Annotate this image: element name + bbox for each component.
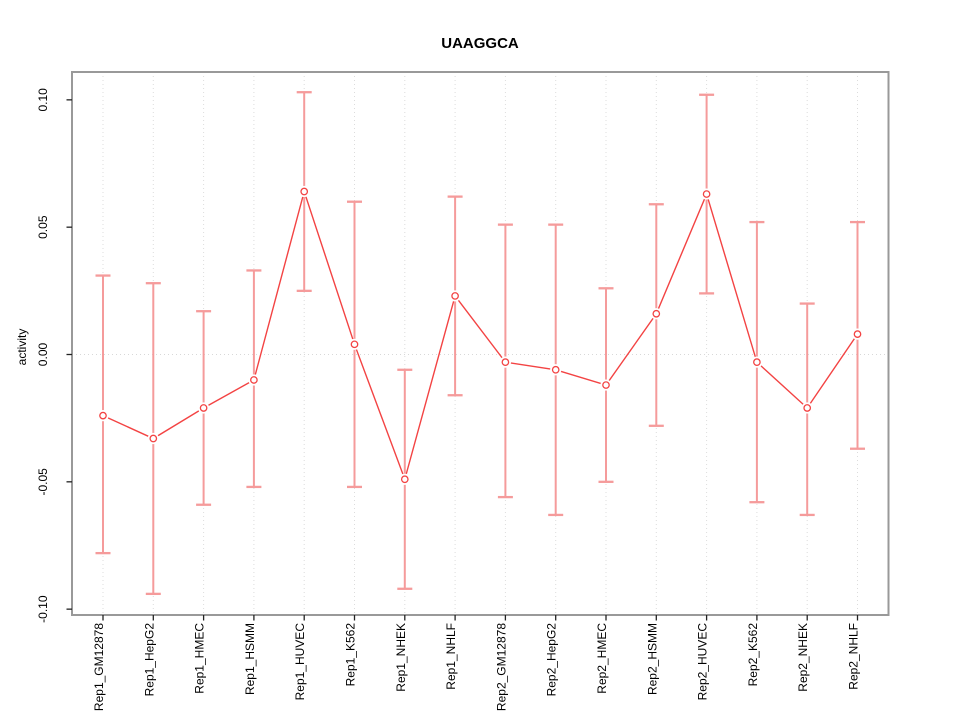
gridlines (72, 72, 889, 615)
x-tick-label: Rep2_NHEK (796, 623, 810, 692)
y-tick-label: -0.10 (36, 595, 50, 623)
data-point (853, 330, 862, 338)
data-point (652, 309, 661, 318)
data-point (300, 187, 309, 196)
data-point (400, 475, 409, 484)
x-tick-label: Rep2_HepG2 (545, 623, 559, 697)
data-point (99, 411, 107, 420)
x-tick-label: Rep1_HepG2 (142, 623, 156, 697)
data-point (350, 340, 359, 349)
x-tick-label: Rep1_HUVEC (293, 623, 307, 701)
y-tick-label: 0.00 (36, 342, 50, 366)
x-tick-label: Rep1_K562 (344, 623, 358, 687)
error-bars (95, 91, 865, 596)
axis-ticks (66, 99, 859, 621)
y-tick-label: 0.05 (36, 215, 50, 239)
data-point (199, 404, 208, 412)
data-point (803, 404, 812, 412)
x-axis-labels: Rep1_GM12878 Rep1_HepG2 Rep1_HMEC Rep1_HSMM… (92, 623, 861, 711)
x-tick-label: Rep2_K562 (746, 623, 760, 687)
y-axis-title: activity (15, 329, 29, 366)
series-line (102, 189, 859, 482)
chart-title: UAAGGCA (441, 35, 519, 52)
y-axis-labels: 0.10 0.05 0.00 -0.05 -0.10 (36, 88, 50, 623)
data-point (149, 434, 158, 443)
plot-border (71, 71, 890, 616)
data-points (97, 185, 864, 485)
x-tick-label: Rep1_NHEK (394, 623, 408, 692)
data-point (501, 358, 510, 366)
x-tick-label: Rep1_GM12878 (92, 623, 106, 711)
data-point (702, 190, 711, 198)
data-point (250, 376, 258, 384)
y-tick-label: 0.10 (36, 88, 50, 112)
x-tick-label: Rep2_GM12878 (494, 623, 508, 711)
data-point (753, 358, 761, 366)
x-tick-label: Rep2_HMEC (595, 623, 609, 694)
data-point (602, 381, 610, 389)
y-tick-label: -0.05 (36, 468, 50, 496)
x-tick-label: Rep1_HSMM (243, 623, 257, 695)
x-tick-label: Rep2_HSMM (645, 623, 659, 695)
x-tick-label: Rep2_HUVEC (696, 623, 710, 701)
x-tick-label: Rep1_HMEC (193, 623, 207, 694)
x-tick-label: Rep1_NHLF (444, 623, 458, 690)
data-point (551, 365, 560, 374)
data-point (451, 292, 459, 300)
x-tick-label: Rep2_NHLF (847, 623, 861, 690)
series-polyline (102, 189, 859, 482)
